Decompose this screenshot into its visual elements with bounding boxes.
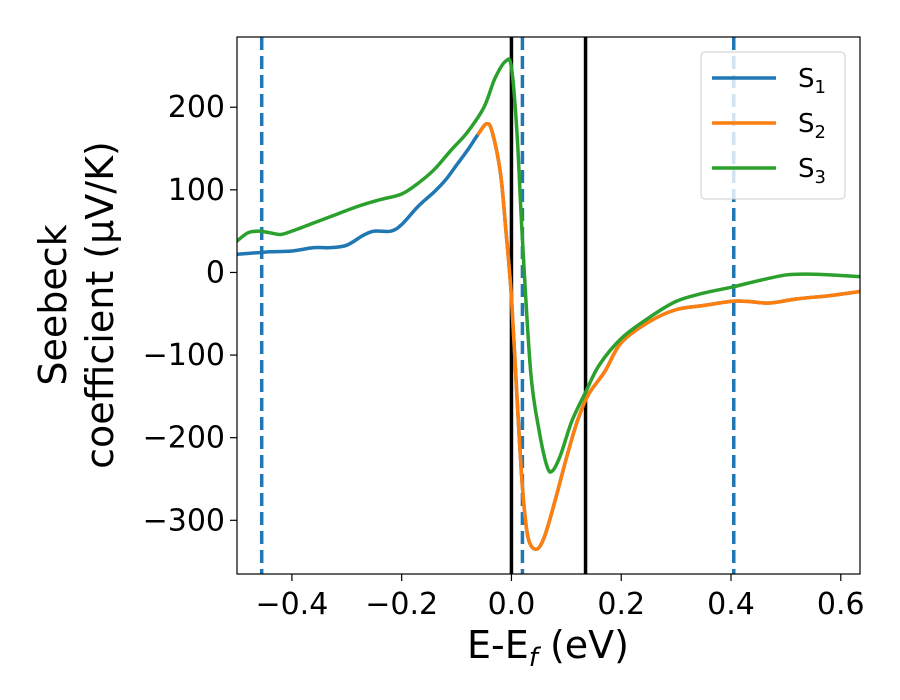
y-axis-label-line1: Seebeck bbox=[31, 224, 75, 385]
y-tick-label: −200 bbox=[143, 421, 225, 456]
y-tick-label: 200 bbox=[168, 90, 225, 125]
y-tick-label: −100 bbox=[143, 338, 225, 373]
y-axis-label-line2: coefficient (μV/K) bbox=[78, 141, 122, 469]
x-tick-label: −0.4 bbox=[255, 587, 328, 622]
legend-label-s1: S1 bbox=[798, 64, 826, 98]
x-axis-label: E-Ef (eV) bbox=[467, 623, 629, 673]
x-tick-label: 0.2 bbox=[597, 587, 645, 622]
y-tick-label: 0 bbox=[206, 255, 225, 290]
y-tick-label: 100 bbox=[168, 173, 225, 208]
legend-label-s3: S3 bbox=[798, 154, 826, 188]
x-tick-label: 0.0 bbox=[488, 587, 536, 622]
x-axis-label-main: E-E bbox=[467, 623, 529, 667]
x-tick-label: 0.4 bbox=[707, 587, 755, 622]
legend: S1 S2 S3 bbox=[700, 51, 846, 200]
x-axis-label-unit: (eV) bbox=[538, 623, 629, 667]
x-tick-label: 0.6 bbox=[817, 587, 865, 622]
series-lines bbox=[237, 57, 860, 551]
series-line-s2 bbox=[476, 121, 860, 551]
x-tick-label: −0.2 bbox=[365, 587, 438, 622]
plot-frame bbox=[236, 36, 861, 575]
legend-label-s2: S2 bbox=[798, 109, 826, 143]
series-line-s3 bbox=[237, 57, 860, 474]
x-axis-ticks: −0.4 −0.2 0.0 0.2 0.4 0.6 bbox=[255, 574, 865, 622]
y-axis-ticks: 200 100 0 −100 −200 −300 bbox=[143, 90, 237, 538]
y-tick-label: −300 bbox=[143, 503, 225, 538]
legend-box bbox=[700, 51, 846, 200]
